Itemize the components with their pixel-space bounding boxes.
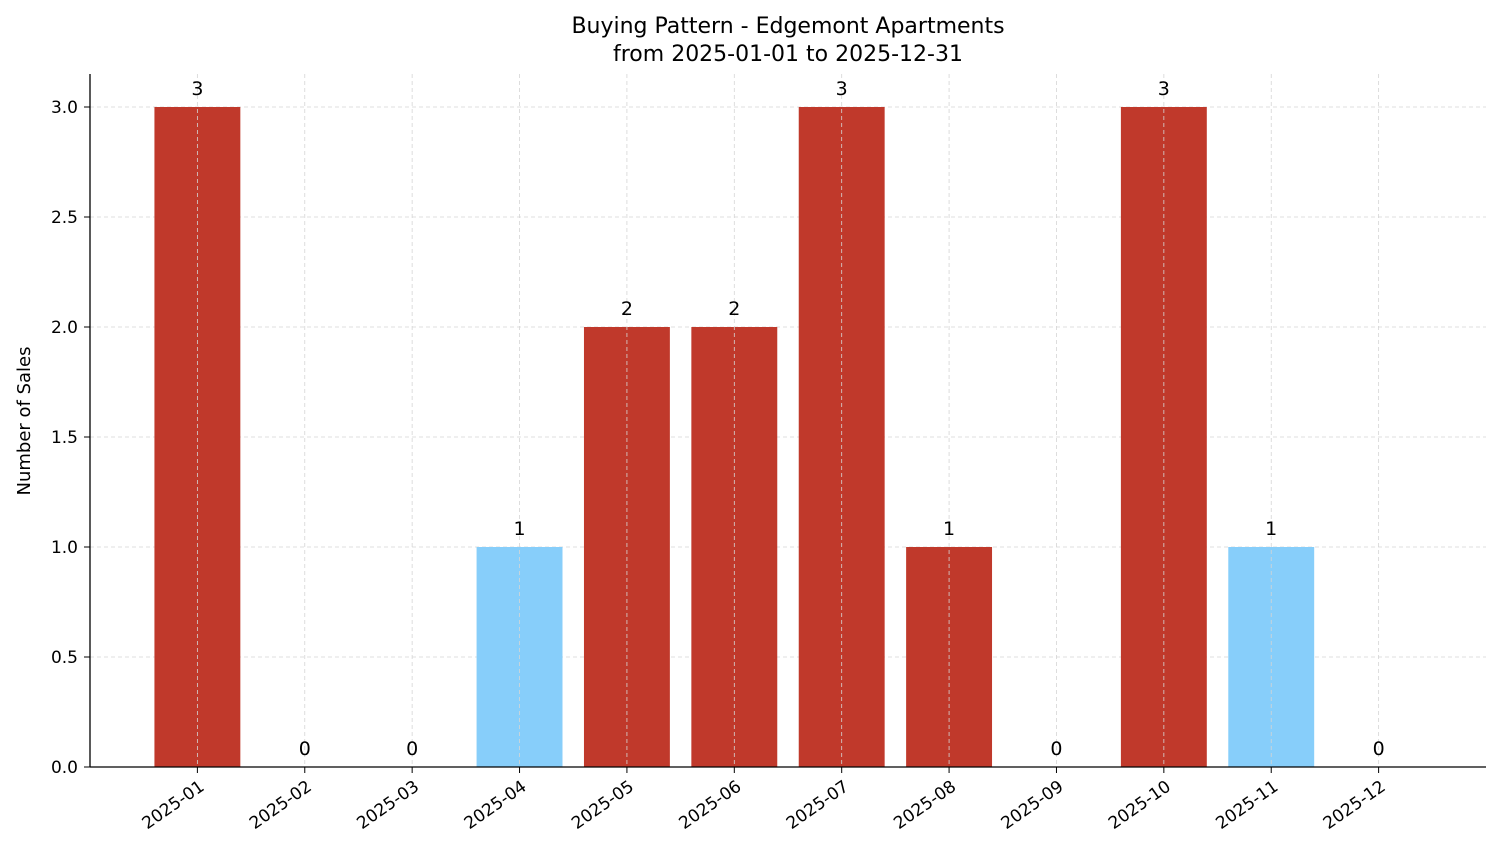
bar-2025-07	[798, 107, 885, 767]
y-tick-label: 2.0	[51, 318, 78, 338]
data-label: 3	[191, 78, 203, 100]
x-tick-label: 2025-11	[1212, 777, 1282, 834]
y-tick-label: 0.0	[51, 758, 78, 778]
data-label: 1	[1265, 518, 1277, 540]
data-label: 1	[513, 518, 525, 540]
vertical-grid	[196, 74, 1380, 767]
y-tick-label: 1.5	[51, 428, 78, 448]
data-label: 0	[1050, 738, 1062, 760]
y-tick-label: 2.5	[51, 208, 78, 228]
x-tick-label: 2025-07	[783, 777, 853, 834]
y-tick-label: 3.0	[51, 98, 78, 118]
y-ticks: 0.0 0.5 1.0 1.5 2.0 2.5 3.0	[51, 98, 90, 778]
data-label: 0	[406, 738, 418, 760]
x-tick-label: 2025-04	[461, 777, 531, 834]
x-tick-label: 2025-03	[353, 777, 423, 834]
y-axis-label: Number of Sales	[14, 346, 35, 495]
x-tick-label: 2025-05	[568, 777, 638, 834]
y-tick-label: 0.5	[51, 648, 78, 668]
x-tick-label: 2025-09	[998, 777, 1068, 834]
data-label: 2	[621, 298, 633, 320]
data-label: 0	[299, 738, 311, 760]
x-tick-label: 2025-08	[890, 777, 960, 834]
data-label: 1	[943, 518, 955, 540]
bar-2025-01	[154, 107, 241, 767]
chart-subtitle: from 2025-01-01 to 2025-12-31	[613, 42, 963, 67]
x-tick-label: 2025-06	[676, 777, 746, 834]
data-label: 0	[1373, 738, 1385, 760]
x-tick-label: 2025-01	[139, 777, 209, 834]
x-ticks: 2025-01 2025-02 2025-03 2025-04 2025-05 2025-…	[139, 767, 1390, 834]
data-labels: 3 0 0 1 2 2 3 1 0 3 1 0	[191, 78, 1384, 760]
y-tick-label: 1.0	[51, 538, 78, 558]
data-label: 3	[836, 78, 848, 100]
x-tick-label: 2025-10	[1105, 777, 1175, 834]
bar-2025-10	[1120, 107, 1207, 767]
chart-title: Buying Pattern - Edgemont Apartments	[571, 14, 1004, 39]
data-label: 3	[1158, 78, 1170, 100]
x-tick-label: 2025-02	[246, 777, 316, 834]
data-label: 2	[728, 298, 740, 320]
x-tick-label: 2025-12	[1320, 777, 1390, 834]
